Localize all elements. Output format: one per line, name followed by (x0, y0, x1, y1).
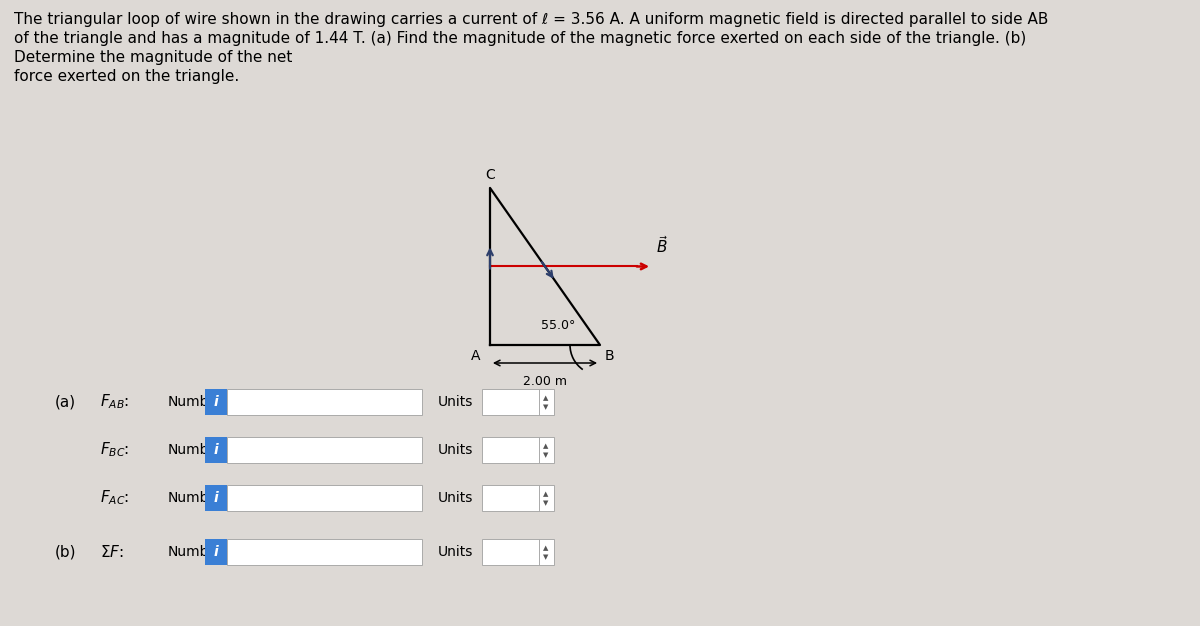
Text: i: i (214, 491, 218, 505)
Text: Number: Number (168, 443, 223, 457)
Text: C: C (485, 168, 494, 182)
FancyBboxPatch shape (205, 437, 227, 463)
Text: $F_{AC}$:: $F_{AC}$: (100, 489, 130, 507)
Text: ▼: ▼ (544, 452, 548, 458)
Text: ▼: ▼ (544, 404, 548, 410)
Text: Units: Units (438, 443, 473, 457)
FancyBboxPatch shape (205, 539, 227, 565)
Text: i: i (214, 443, 218, 457)
Text: $F_{BC}$:: $F_{BC}$: (100, 441, 130, 459)
FancyBboxPatch shape (205, 389, 227, 415)
FancyBboxPatch shape (227, 437, 422, 463)
Text: ▲: ▲ (544, 395, 548, 401)
Text: $F_{AB}$:: $F_{AB}$: (100, 393, 130, 411)
Text: ▲: ▲ (544, 491, 548, 497)
Text: ▲: ▲ (544, 545, 548, 551)
Text: of the triangle and has a magnitude of 1.44 T. (a) Find the magnitude of the mag: of the triangle and has a magnitude of 1… (14, 31, 1026, 46)
Text: i: i (214, 545, 218, 559)
Text: ▲: ▲ (544, 443, 548, 449)
FancyBboxPatch shape (482, 485, 554, 511)
Text: 55.0°: 55.0° (541, 319, 575, 332)
FancyBboxPatch shape (227, 389, 422, 415)
FancyBboxPatch shape (227, 485, 422, 511)
FancyBboxPatch shape (205, 485, 227, 511)
Text: ▼: ▼ (544, 554, 548, 560)
Text: The triangular loop of wire shown in the drawing carries a current of ℓ = 3.56 A: The triangular loop of wire shown in the… (14, 12, 1049, 27)
Text: A: A (470, 349, 480, 363)
FancyBboxPatch shape (227, 539, 422, 565)
Text: ▼: ▼ (544, 500, 548, 506)
Text: B: B (605, 349, 614, 363)
Text: force exerted on the triangle.: force exerted on the triangle. (14, 69, 239, 84)
FancyBboxPatch shape (482, 389, 554, 415)
Text: Number: Number (168, 545, 223, 559)
Text: Number: Number (168, 395, 223, 409)
Text: $\Sigma F$:: $\Sigma F$: (100, 544, 124, 560)
Text: Units: Units (438, 545, 473, 559)
Text: $\vec{B}$: $\vec{B}$ (656, 235, 668, 257)
Text: Determine the magnitude of the net: Determine the magnitude of the net (14, 50, 293, 65)
Text: Units: Units (438, 491, 473, 505)
Text: Number: Number (168, 491, 223, 505)
Text: 2.00 m: 2.00 m (523, 375, 568, 388)
Text: i: i (214, 395, 218, 409)
Text: Units: Units (438, 395, 473, 409)
Text: (b): (b) (55, 545, 77, 560)
FancyBboxPatch shape (482, 437, 554, 463)
FancyBboxPatch shape (482, 539, 554, 565)
Text: (a): (a) (55, 394, 76, 409)
